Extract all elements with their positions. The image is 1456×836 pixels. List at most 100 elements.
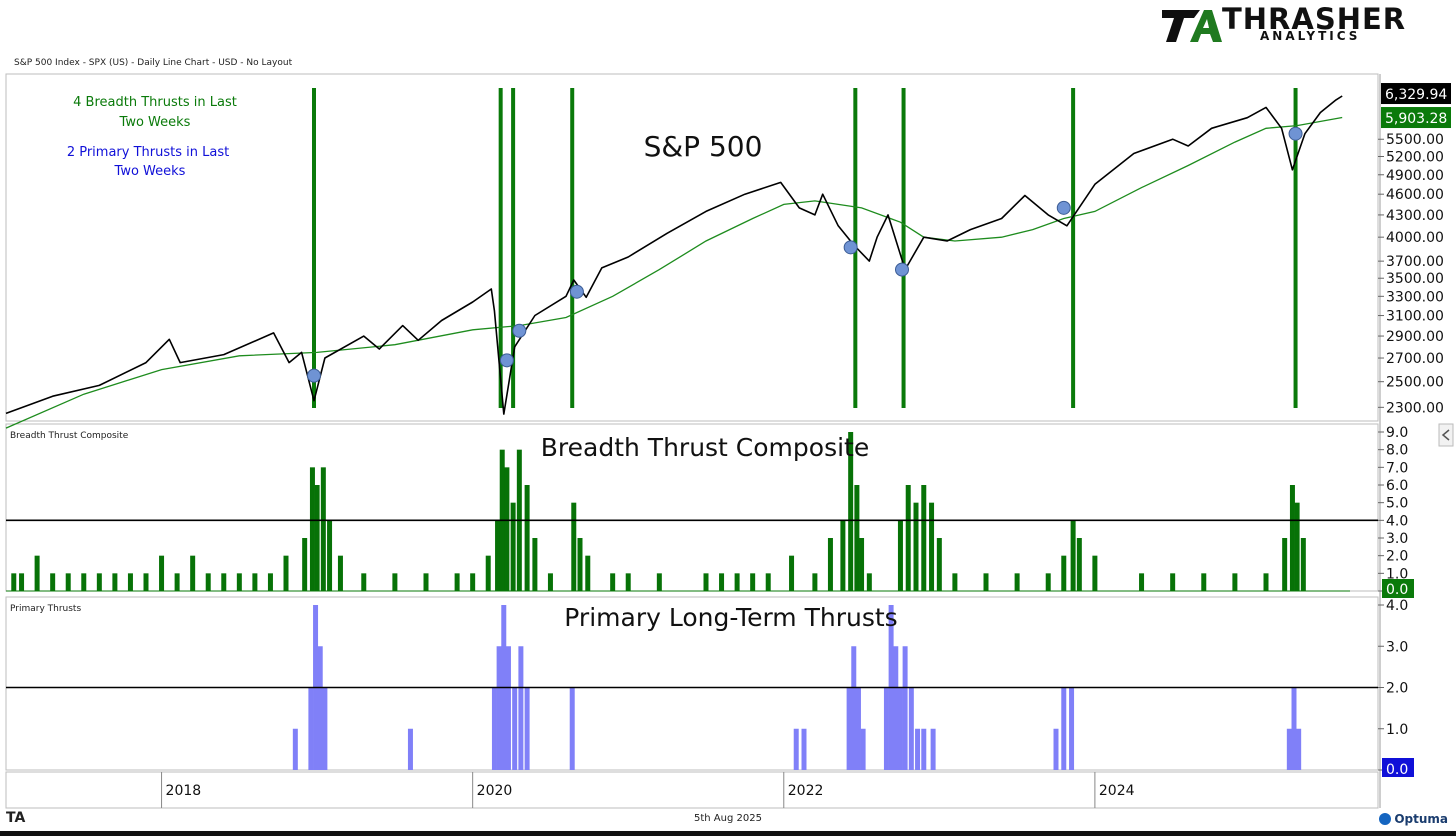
- breadth-bar: [34, 555, 40, 591]
- primary-bar: [1286, 728, 1292, 770]
- breadth-bar: [495, 520, 501, 591]
- breadth-bar: [734, 573, 740, 591]
- primary-bar: [496, 646, 502, 770]
- breadth-title: Breadth Thrust Composite: [541, 433, 869, 462]
- breadth-bar: [1282, 538, 1288, 591]
- primary-bar: [1296, 728, 1302, 770]
- primary-title: Primary Long-Term Thrusts: [564, 603, 897, 632]
- breadth-bar: [625, 573, 631, 591]
- primary-bar: [524, 687, 530, 770]
- primary-bar: [491, 687, 497, 770]
- ma-last-value-box: [1381, 107, 1451, 129]
- primary-bar: [317, 646, 323, 770]
- breadth-bar: [143, 573, 149, 591]
- breadth-annotation-line2: Two Weeks: [119, 115, 191, 130]
- breadth-bar: [65, 573, 71, 591]
- price-axis-label: 4300.00: [1386, 208, 1444, 224]
- breadth-bar: [1263, 573, 1269, 591]
- primary-bar: [883, 687, 889, 770]
- brand-header: THRASHER ANALYTICS: [1160, 2, 1405, 46]
- breadth-bar: [314, 485, 320, 591]
- breadth-bar: [547, 573, 553, 591]
- breadth-bar: [983, 573, 989, 591]
- breadth-axis-label: 4.0: [1386, 513, 1408, 529]
- sp500-title: S&P 500: [644, 130, 763, 163]
- breadth-axis-label: 8.0: [1386, 443, 1408, 459]
- primary-bar: [793, 728, 799, 770]
- breadth-bar: [1300, 538, 1306, 591]
- breadth-bar: [1014, 573, 1020, 591]
- primary-axis-label: 4.0: [1386, 598, 1408, 614]
- time-axis-label: 2024: [1099, 783, 1135, 799]
- footer-logo: TA: [6, 810, 26, 826]
- breadth-bar: [1289, 485, 1295, 591]
- price-axis-label: 3100.00: [1386, 309, 1444, 325]
- breadth-bar: [1201, 573, 1207, 591]
- breadth-bar: [127, 573, 133, 591]
- breadth-bar: [1061, 555, 1067, 591]
- breadth-bar: [703, 573, 709, 591]
- breadth-bar: [337, 555, 343, 591]
- panel-collapse-button: [1438, 423, 1454, 447]
- price-axis-label: 3300.00: [1386, 289, 1444, 305]
- breadth-bar: [765, 573, 771, 591]
- breadth-bar: [913, 502, 919, 591]
- breadth-bar: [174, 573, 180, 591]
- breadth-bar: [859, 538, 865, 591]
- optuma-label: Optuma: [1394, 812, 1448, 826]
- primary-panel-label: Primary Thrusts: [10, 604, 81, 614]
- breadth-last-value-label: 0.0: [1386, 582, 1408, 598]
- breadth-bar: [19, 573, 25, 591]
- breadth-axis-label: 2.0: [1386, 549, 1408, 565]
- primary-bar: [902, 646, 908, 770]
- breadth-bar: [577, 538, 583, 591]
- primary-bar: [860, 728, 866, 770]
- breadth-bar: [897, 520, 903, 591]
- primary-axis-label: 2.0: [1386, 681, 1408, 697]
- breadth-bar: [320, 467, 326, 591]
- thrust-marker: [843, 240, 858, 255]
- primary-bar: [308, 687, 314, 770]
- breadth-axis-label: 1.0: [1386, 566, 1408, 582]
- primary-bar: [1069, 687, 1075, 770]
- breadth-axis-label: 5.0: [1386, 496, 1408, 512]
- thrust-marker: [1288, 126, 1303, 141]
- breadth-bar: [610, 573, 616, 591]
- breadth-bar: [750, 573, 756, 591]
- primary-bar: [846, 687, 852, 770]
- breadth-bar: [361, 573, 367, 591]
- moving-average-line: [5, 116, 1343, 429]
- primary-panel-frame: [5, 596, 1379, 771]
- price-axis-label: 2900.00: [1386, 329, 1444, 345]
- breadth-bar: [190, 555, 196, 591]
- price-axis-label: 4600.00: [1386, 187, 1444, 203]
- primary-bar: [921, 728, 927, 770]
- breadth-bar: [1170, 573, 1176, 591]
- breadth-bar: [267, 573, 273, 591]
- brand-subtitle: ANALYTICS: [1260, 29, 1361, 43]
- price-axis-label: 2500.00: [1386, 375, 1444, 391]
- optuma-brand: Optuma: [1379, 812, 1448, 826]
- breadth-bar: [159, 555, 165, 591]
- price-axis-label: 2700.00: [1386, 351, 1444, 367]
- breadth-bar: [848, 432, 854, 591]
- price-last-value-label: 6,329.94: [1385, 87, 1447, 103]
- thrust-marker: [499, 353, 514, 368]
- breadth-annotation-line1: 4 Breadth Thrusts in Last: [73, 95, 237, 110]
- breadth-bar: [1045, 573, 1051, 591]
- footer-date: 5th Aug 2025: [694, 813, 762, 824]
- primary-bar: [855, 687, 861, 770]
- breadth-bar: [485, 555, 491, 591]
- breadth-bar: [812, 573, 818, 591]
- breadth-bar: [96, 573, 102, 591]
- breadth-bar: [205, 573, 211, 591]
- breadth-axis-label: 6.0: [1386, 478, 1408, 494]
- breadth-bar: [827, 538, 833, 591]
- breadth-bar: [327, 520, 333, 591]
- primary-bar: [505, 646, 511, 770]
- primary-bar: [512, 687, 518, 770]
- breadth-bar: [1076, 538, 1082, 591]
- primary-bar: [893, 646, 899, 770]
- breadth-bar: [854, 485, 860, 591]
